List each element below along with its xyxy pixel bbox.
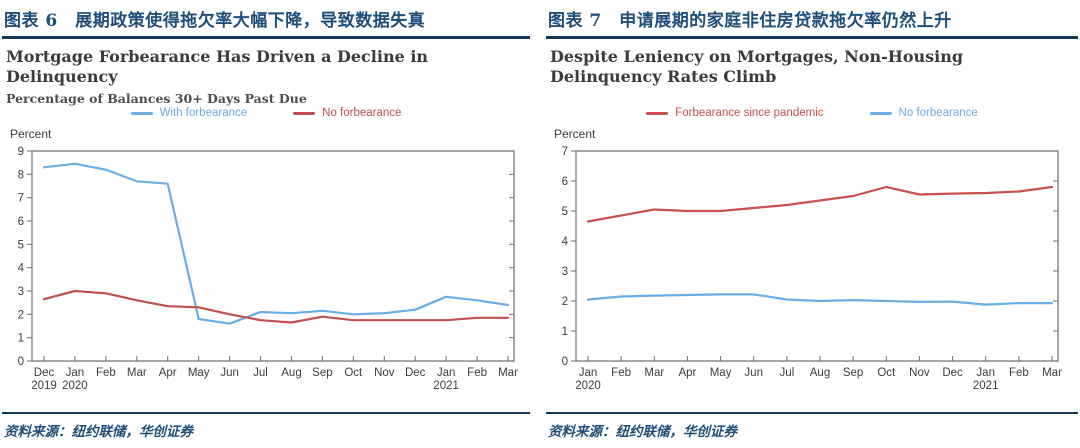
svg-text:5: 5 (562, 206, 568, 218)
svg-text:Jan: Jan (437, 367, 456, 379)
chart-title: Despite Leniency on Mortgages, Non-Housi… (550, 47, 964, 86)
svg-text:Mar: Mar (644, 367, 664, 379)
line-swatch-icon (869, 111, 892, 115)
svg-text:6: 6 (562, 176, 568, 188)
svg-text:2020: 2020 (62, 380, 88, 392)
data-source-note: 资料来源：纽约联储，华创证券 (4, 424, 193, 440)
line-swatch-icon (130, 111, 153, 115)
svg-text:Jun: Jun (744, 367, 763, 379)
svg-text:Aug: Aug (281, 367, 301, 379)
svg-text:3: 3 (562, 266, 568, 278)
svg-text:2: 2 (18, 309, 24, 321)
svg-text:Nov: Nov (909, 367, 930, 379)
svg-text:Jan: Jan (579, 367, 598, 379)
svg-text:1: 1 (18, 333, 24, 345)
svg-text:Mar: Mar (127, 367, 147, 379)
chart-subtitle: Percentage of Balances 30+ Days Past Due (6, 91, 307, 106)
svg-text:2020: 2020 (575, 380, 601, 392)
chart-title: Mortgage Forbearance Has Driven a Declin… (6, 47, 429, 86)
svg-text:7: 7 (18, 193, 24, 205)
svg-text:Oct: Oct (344, 367, 363, 379)
svg-text:Feb: Feb (611, 367, 631, 379)
legend-label: No forbearance (322, 107, 402, 119)
svg-text:Dec: Dec (405, 367, 426, 379)
y-axis-unit-label: Percent (10, 127, 52, 141)
svg-text:4: 4 (562, 236, 569, 248)
figure-6-title-area: Mortgage Forbearance Has Driven a Declin… (6, 47, 526, 106)
svg-text:2: 2 (562, 296, 568, 308)
svg-text:Dec: Dec (34, 367, 55, 379)
svg-text:4: 4 (18, 263, 25, 275)
svg-text:Oct: Oct (877, 367, 896, 379)
svg-text:Dec: Dec (942, 367, 963, 379)
legend-label: Forbearance since pandemic (675, 107, 824, 119)
line-chart-delinquency-mortgage: 0 1 2 3 4 5 6 7 8 9 Dec Jan Feb Mar Apr May Jun Jul Aug Sep… (18, 146, 518, 392)
svg-text:2021: 2021 (433, 380, 459, 392)
svg-text:3: 3 (18, 286, 24, 298)
svg-text:Jan: Jan (976, 367, 995, 379)
line-swatch-icon (646, 111, 669, 115)
chart-legend: Forbearance since pandemic No forbearanc… (546, 105, 1078, 121)
source-block: 资料来源：纽约联储，华创证券 (546, 412, 1078, 448)
svg-text:May: May (188, 367, 210, 379)
svg-text:Apr: Apr (678, 367, 696, 379)
svg-text:5: 5 (18, 239, 24, 251)
data-source-note: 资料来源：纽约联储，华创证券 (548, 424, 737, 440)
figure-6-caption: 图表 6 展期政策使得拖欠率大幅下降，导致数据失真 (2, 0, 530, 39)
legend-label: No forbearance (898, 107, 978, 119)
chart-legend: With forbearance No forbearance (2, 105, 530, 121)
figure-panel-7: 图表 7 申请展期的家庭非住房贷款拖欠率仍然上升 Despite Lenienc… (540, 0, 1080, 448)
svg-text:Feb: Feb (1009, 367, 1029, 379)
svg-text:2019: 2019 (31, 380, 57, 392)
svg-text:9: 9 (18, 146, 24, 158)
svg-text:Jan: Jan (66, 367, 85, 379)
svg-text:Sep: Sep (312, 367, 332, 379)
svg-text:Sep: Sep (843, 367, 863, 379)
svg-text:0: 0 (18, 356, 24, 368)
svg-text:Feb: Feb (467, 367, 487, 379)
figure-7-caption: 图表 7 申请展期的家庭非住房贷款拖欠率仍然上升 (546, 0, 1078, 39)
svg-text:Jul: Jul (780, 367, 795, 379)
y-axis-unit-label: Percent (554, 127, 596, 141)
svg-text:1: 1 (562, 326, 568, 338)
source-block: 资料来源：纽约联储，华创证券 (2, 412, 530, 448)
legend-item-no-forbearance: No forbearance (293, 107, 401, 119)
legend-label: With forbearance (159, 107, 248, 119)
legend-item-with-forbearance: With forbearance (130, 107, 248, 119)
svg-text:Jul: Jul (253, 367, 268, 379)
svg-text:May: May (710, 367, 732, 379)
legend-item-no-forbearance: No forbearance (869, 107, 978, 119)
svg-text:Jun: Jun (220, 367, 239, 379)
svg-text:Mar: Mar (498, 367, 518, 379)
svg-text:6: 6 (18, 216, 24, 228)
svg-text:Feb: Feb (96, 367, 116, 379)
svg-text:7: 7 (562, 146, 568, 158)
legend-item-forbearance-since-pandemic: Forbearance since pandemic (646, 107, 824, 119)
svg-text:0: 0 (562, 356, 568, 368)
svg-text:Nov: Nov (374, 367, 395, 379)
line-swatch-icon (293, 111, 316, 115)
figure-7-title-area: Despite Leniency on Mortgages, Non-Housi… (550, 47, 1074, 99)
svg-text:Mar: Mar (1042, 367, 1062, 379)
svg-text:8: 8 (18, 169, 24, 181)
svg-text:Aug: Aug (810, 367, 830, 379)
svg-text:Apr: Apr (159, 367, 177, 379)
line-chart-delinquency-nonhousing: 0 1 2 3 4 5 6 7 Jan Feb Mar Apr May Jun Jul Aug Sep Oct No… (562, 146, 1062, 392)
svg-text:2021: 2021 (973, 380, 999, 392)
figure-panel-6: 图表 6 展期政策使得拖欠率大幅下降，导致数据失真 Mortgage Forbe… (2, 0, 530, 448)
